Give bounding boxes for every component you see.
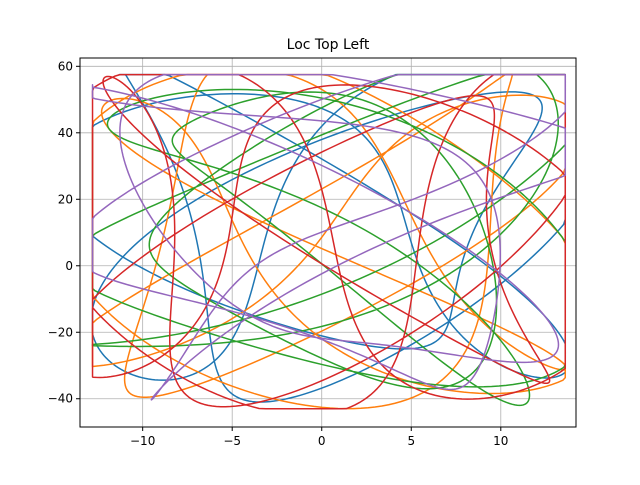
x-tick-label: −10: [130, 434, 155, 448]
y-tick-label: 20: [58, 192, 73, 206]
x-tick-label: 0: [318, 434, 326, 448]
y-tick-label: 60: [58, 59, 73, 73]
y-tick-label: 40: [58, 126, 73, 140]
x-tick-label: 5: [407, 434, 415, 448]
y-tick-label: 0: [65, 259, 73, 273]
series-group: [91, 73, 567, 410]
chart-title: Loc Top Left: [287, 37, 370, 53]
ticks: −10 −5 0 5 10 −40 −20 0 20 40 60: [48, 59, 509, 448]
series-line-4: [91, 73, 567, 410]
x-tick-label: 10: [493, 434, 508, 448]
x-tick-label: −5: [223, 434, 241, 448]
axes-frame: [79, 57, 577, 428]
series-line-3: [91, 73, 567, 407]
series-line-5: [91, 73, 567, 401]
y-tick-label: −40: [48, 392, 73, 406]
y-tick-label: −20: [48, 325, 73, 339]
